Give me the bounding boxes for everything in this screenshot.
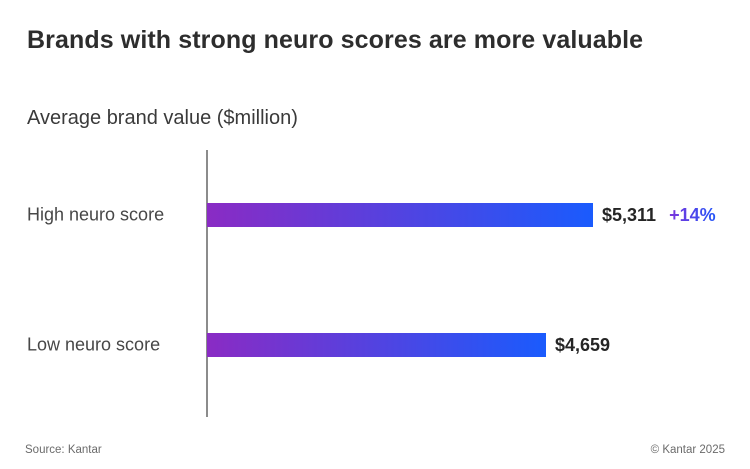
- axis-title: Average brand value ($million): [27, 107, 298, 129]
- bar-track: $4,659: [207, 333, 610, 357]
- footer: Source: Kantar © Kantar 2025: [25, 444, 725, 456]
- source-credit: Source: Kantar: [25, 444, 102, 456]
- category-label-low-neuro: Low neuro score: [27, 334, 161, 355]
- delta-badge-high-neuro: +14%: [669, 204, 716, 225]
- bar-low-neuro: [207, 333, 546, 357]
- bar-row-high-neuro: High neuro score $5,311 +14%: [0, 203, 750, 227]
- value-label-low-neuro: $4,659: [555, 334, 611, 355]
- copyright-notice: © Kantar 2025: [650, 444, 725, 456]
- category-label-high-neuro: High neuro score: [27, 204, 165, 225]
- bar-high-neuro: [207, 203, 593, 227]
- bar-track: $5,311 +14%: [207, 203, 716, 227]
- value-label-high-neuro: $5,311: [602, 204, 657, 225]
- bar-row-low-neuro: Low neuro score $4,659: [0, 333, 750, 357]
- chart-title: Brands with strong neuro scores are more…: [27, 26, 644, 54]
- y-axis-line: [206, 150, 208, 417]
